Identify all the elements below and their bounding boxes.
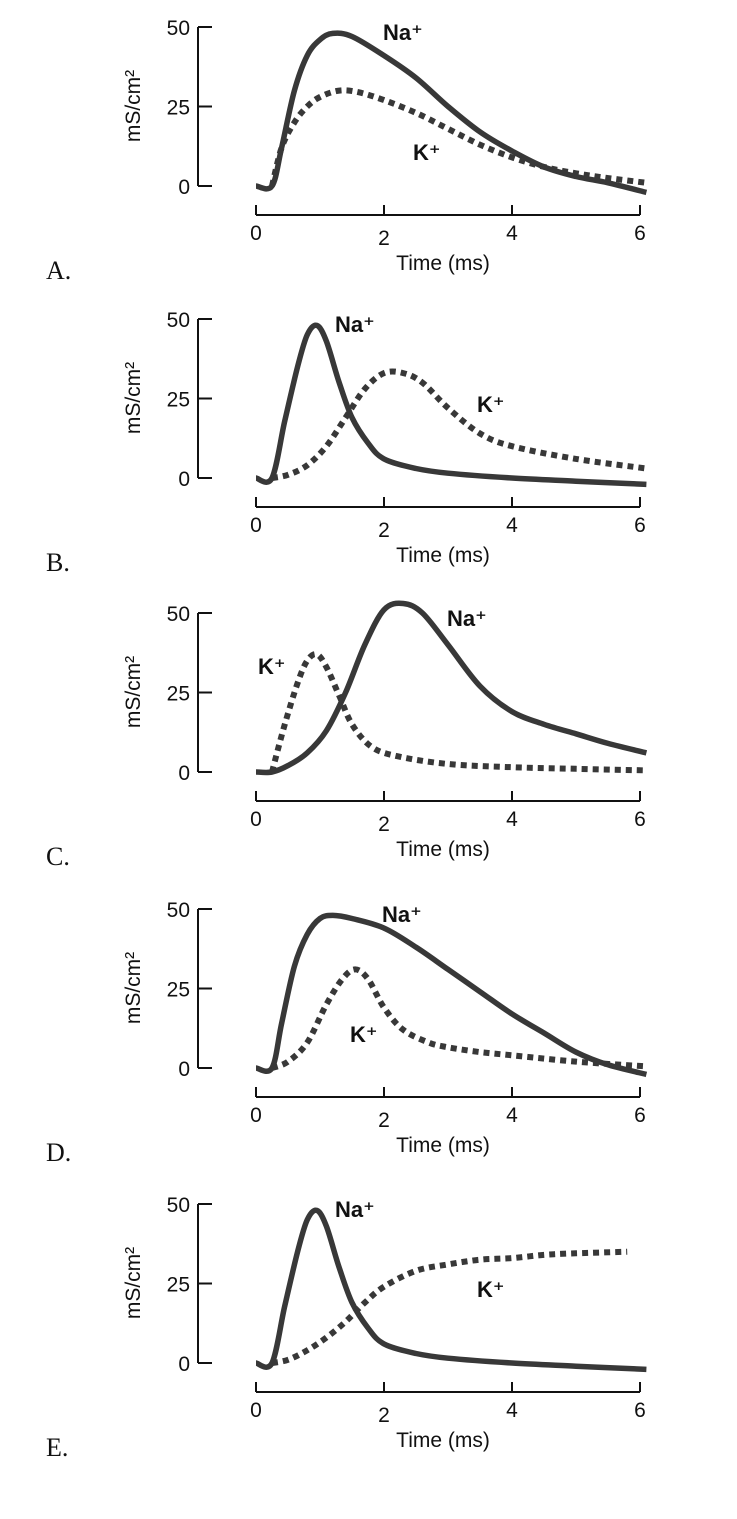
k-series-label: K⁺ bbox=[477, 392, 505, 417]
x-axis-label: Time (ms) bbox=[396, 544, 490, 567]
x-tick-label: 0 bbox=[250, 222, 262, 245]
panel-b: 0 25 50 0 2 4 6 Time (ms) mS/cm² B. Na⁺ K⁺ bbox=[46, 309, 647, 577]
panel-d: 0 25 50 0 2 4 6 Time (ms) mS/cm² D. Na⁺ K⁺ bbox=[46, 899, 648, 1167]
x-axis-label: Time (ms) bbox=[396, 1429, 490, 1452]
na-conductance-line bbox=[255, 322, 647, 488]
x-tick-label: 2 bbox=[378, 813, 390, 836]
x-tick-label: 0 bbox=[250, 514, 262, 537]
x-tick-label: 6 bbox=[634, 1399, 646, 1422]
x-tick-label: 6 bbox=[634, 808, 646, 831]
y-tick-label: 0 bbox=[178, 762, 190, 785]
na-series-label: Na⁺ bbox=[447, 606, 487, 631]
y-tick-label: 0 bbox=[178, 176, 190, 199]
k-series-label: K⁺ bbox=[258, 654, 286, 679]
na-series-label: Na⁺ bbox=[383, 20, 423, 45]
x-axis-label: Time (ms) bbox=[396, 838, 490, 861]
k-conductance-line bbox=[271, 1248, 628, 1366]
panel-letter: A. bbox=[46, 256, 71, 285]
y-axis-label: mS/cm² bbox=[122, 362, 145, 434]
y-tick-label: 25 bbox=[167, 97, 190, 120]
y-tick-label: 25 bbox=[167, 683, 190, 706]
panel-a: 0 25 50 0 2 4 6 Time (ms) mS/cm² A. Na⁺ K⁺ bbox=[46, 17, 648, 285]
x-tick-label: 2 bbox=[378, 1109, 390, 1132]
x-axis-label: Time (ms) bbox=[396, 1134, 490, 1157]
panel-e: 0 25 50 0 2 4 6 Time (ms) mS/cm² E. Na⁺ K⁺ bbox=[46, 1194, 647, 1462]
y-axis-label: mS/cm² bbox=[122, 70, 145, 142]
na-series-label: Na⁺ bbox=[382, 902, 422, 927]
panel-letter: C. bbox=[46, 842, 70, 871]
panel-letter: D. bbox=[46, 1138, 71, 1167]
x-tick-label: 0 bbox=[250, 808, 262, 831]
x-tick-label: 2 bbox=[378, 1404, 390, 1427]
x-tick-label: 4 bbox=[506, 1399, 518, 1422]
na-series-label: Na⁺ bbox=[335, 312, 375, 337]
panel-c: 0 25 50 0 2 4 6 Time (ms) mS/cm² C. Na⁺ K⁺ bbox=[46, 600, 648, 871]
y-tick-label: 25 bbox=[167, 389, 190, 412]
x-tick-label: 2 bbox=[378, 227, 390, 250]
x-tick-label: 4 bbox=[506, 1104, 518, 1127]
y-tick-label: 50 bbox=[167, 309, 190, 332]
k-conductance-line bbox=[271, 368, 647, 481]
y-tick-label: 0 bbox=[178, 1353, 190, 1376]
na-series-label: Na⁺ bbox=[335, 1197, 375, 1222]
y-axis-label: mS/cm² bbox=[122, 1247, 145, 1319]
x-tick-label: 6 bbox=[634, 1104, 646, 1127]
x-tick-label: 4 bbox=[506, 222, 518, 245]
x-tick-label: 4 bbox=[506, 514, 518, 537]
y-tick-label: 50 bbox=[167, 17, 190, 40]
na-conductance-line bbox=[255, 912, 648, 1078]
y-axis-label: mS/cm² bbox=[122, 656, 145, 728]
x-tick-label: 0 bbox=[250, 1399, 262, 1422]
x-tick-label: 6 bbox=[634, 222, 646, 245]
k-conductance-line bbox=[269, 651, 647, 774]
y-tick-label: 50 bbox=[167, 603, 190, 626]
x-tick-label: 4 bbox=[506, 808, 518, 831]
y-tick-label: 25 bbox=[167, 1274, 190, 1297]
k-series-label: K⁺ bbox=[413, 140, 441, 165]
x-tick-label: 6 bbox=[634, 514, 646, 537]
y-axis-label: mS/cm² bbox=[122, 952, 145, 1024]
y-tick-label: 25 bbox=[167, 979, 190, 1002]
k-conductance-line bbox=[269, 87, 647, 187]
x-tick-label: 2 bbox=[378, 519, 390, 542]
k-series-label: K⁺ bbox=[477, 1277, 505, 1302]
y-tick-label: 50 bbox=[167, 1194, 190, 1217]
x-tick-label: 0 bbox=[250, 1104, 262, 1127]
panel-letter: E. bbox=[46, 1433, 68, 1462]
y-tick-label: 0 bbox=[178, 468, 190, 491]
k-series-label: K⁺ bbox=[350, 1022, 378, 1047]
na-conductance-line bbox=[255, 600, 648, 776]
x-axis-label: Time (ms) bbox=[396, 252, 490, 275]
na-conductance-line bbox=[255, 30, 648, 196]
na-conductance-line bbox=[255, 1207, 647, 1373]
k-conductance-line bbox=[270, 966, 647, 1071]
y-tick-label: 50 bbox=[167, 899, 190, 922]
panel-letter: B. bbox=[46, 548, 70, 577]
y-tick-label: 0 bbox=[178, 1058, 190, 1081]
